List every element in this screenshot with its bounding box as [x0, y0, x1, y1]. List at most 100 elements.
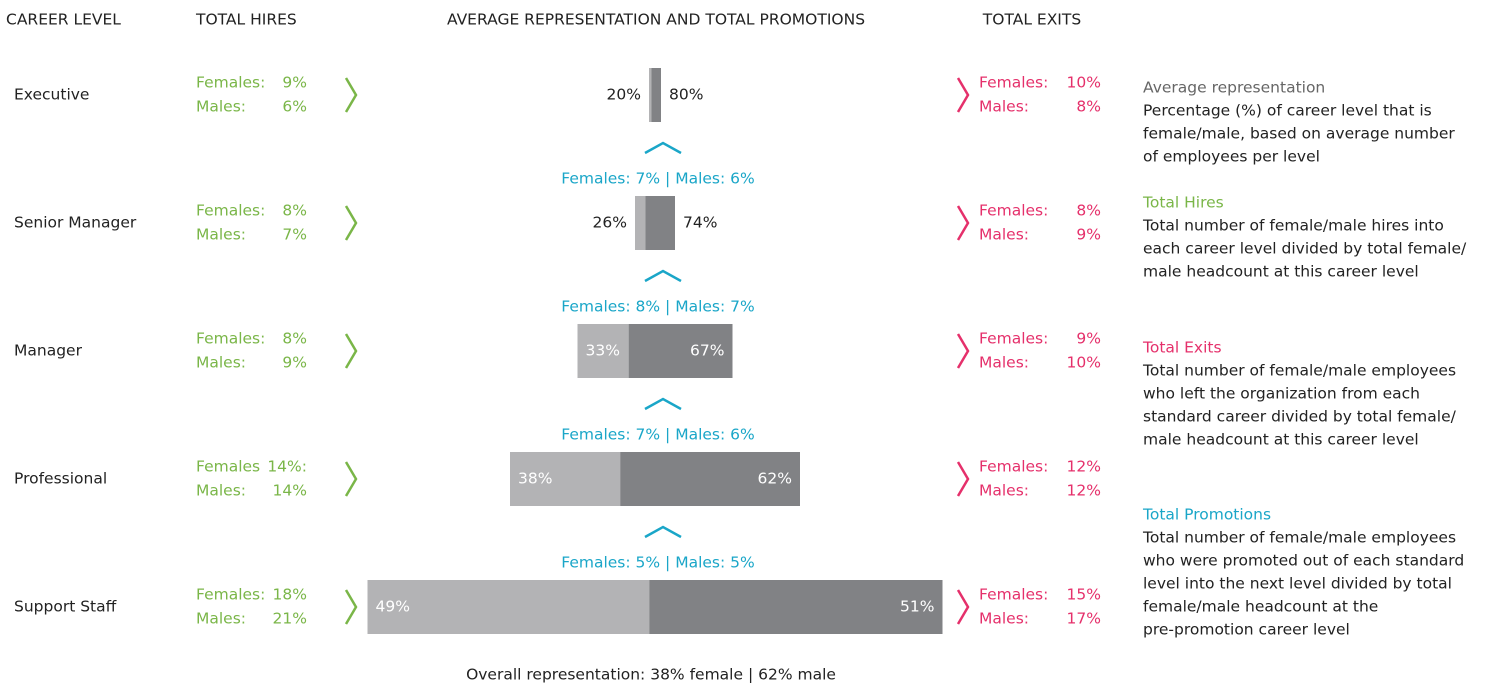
hires-chevron — [344, 333, 358, 369]
legend-text: level into the next level divided by tot… — [1143, 575, 1452, 593]
level-name: Executive — [14, 86, 89, 104]
legend-text: Total number of female/male employees — [1142, 362, 1456, 380]
female-bar — [635, 196, 646, 250]
header: AVERAGE REPRESENTATION AND TOTAL PROMOTI… — [447, 11, 865, 29]
hires-label: Males: — [196, 226, 246, 244]
promotion-label: Females: 8% | Males: 7% — [561, 298, 754, 316]
male-label: 62% — [758, 470, 792, 488]
exits-chevron — [956, 589, 970, 625]
level-name: Senior Manager — [14, 214, 137, 232]
exits-value: 12% — [1067, 458, 1101, 476]
female-bar — [510, 452, 621, 506]
hires-label: Males: — [196, 610, 246, 628]
male-label: 51% — [900, 598, 934, 616]
exits-value: 15% — [1067, 586, 1101, 604]
female-label: 26% — [593, 214, 627, 232]
header: CAREER LEVEL — [6, 11, 121, 29]
hires-value: 6% — [282, 98, 307, 116]
hires-label: Females: — [196, 74, 265, 92]
level-name: Manager — [14, 342, 83, 360]
male-bar — [649, 580, 943, 634]
exits-value: 17% — [1067, 610, 1101, 628]
legend-title: Average representation — [1143, 79, 1325, 97]
legend-text: male headcount at this career level — [1143, 263, 1419, 281]
promotion-chevron — [644, 269, 682, 283]
hires-label: Males: — [196, 98, 246, 116]
legend-text: male headcount at this career level — [1143, 431, 1419, 449]
hires-value: 18% — [273, 586, 307, 604]
exits-chevron — [956, 461, 970, 497]
hires-value: 9% — [282, 74, 307, 92]
legend-text: Total number of female/male employees — [1142, 529, 1456, 547]
promotion-label: Females: 7% | Males: 6% — [561, 426, 754, 444]
exits-label: Females: — [979, 458, 1048, 476]
exits-label: Males: — [979, 354, 1029, 372]
female-bar — [649, 68, 652, 122]
male-bar — [620, 452, 800, 506]
female-bar — [577, 324, 629, 378]
exits-value: 8% — [1076, 98, 1101, 116]
legend-text: Percentage (%) of career level that is — [1143, 102, 1432, 120]
hires-label: Females: — [196, 202, 265, 220]
exits-value: 9% — [1076, 226, 1101, 244]
promotion-label: Females: 5% | Males: 5% — [561, 554, 754, 572]
male-bar — [645, 196, 675, 250]
promotion-chevron — [644, 397, 682, 411]
hires-label: Males: — [196, 482, 246, 500]
hires-value: 14% — [273, 482, 307, 500]
exits-label: Females: — [979, 74, 1048, 92]
male-bar — [651, 68, 661, 122]
legend-text: Total number of female/male hires into — [1142, 217, 1444, 235]
hires-value: 14%: — [267, 458, 307, 476]
legend-text: who left the organization from each — [1143, 385, 1420, 403]
exits-value: 10% — [1067, 354, 1101, 372]
female-label: 33% — [586, 342, 620, 360]
legend-text: each career level divided by total femal… — [1143, 240, 1467, 258]
exits-chevron — [956, 333, 970, 369]
exits-value: 12% — [1067, 482, 1101, 500]
footer: Overall representation: 38% female | 62%… — [466, 666, 836, 683]
female-label: 20% — [607, 86, 641, 104]
header: TOTAL EXITS — [982, 11, 1081, 29]
hires-chevron — [344, 205, 358, 241]
hires-chevron — [344, 77, 358, 113]
hires-label: Females — [196, 458, 260, 476]
legend-text: who were promoted out of each standard — [1143, 552, 1464, 570]
legend-text: standard career divided by total female/ — [1143, 408, 1457, 426]
hires-label: Females: — [196, 586, 265, 604]
legend-title: Total Exits — [1142, 339, 1222, 357]
legend-title: Total Promotions — [1142, 506, 1271, 524]
exits-value: 10% — [1067, 74, 1101, 92]
legend-text: female/male, based on average number — [1143, 125, 1455, 143]
exits-value: 8% — [1076, 202, 1101, 220]
exits-label: Males: — [979, 610, 1029, 628]
exits-label: Females: — [979, 330, 1048, 348]
exits-label: Females: — [979, 202, 1048, 220]
male-label: 80% — [669, 86, 703, 104]
promotion-chevron — [644, 141, 682, 155]
legend-title: Total Hires — [1142, 194, 1224, 212]
hires-label: Females: — [196, 330, 265, 348]
exits-label: Males: — [979, 98, 1029, 116]
hires-value: 8% — [282, 330, 307, 348]
hires-value: 7% — [282, 226, 307, 244]
exits-label: Males: — [979, 226, 1029, 244]
male-label: 74% — [683, 214, 717, 232]
exits-chevron — [956, 205, 970, 241]
header: TOTAL HIRES — [195, 11, 297, 29]
promotion-chevron — [644, 525, 682, 539]
male-bar — [628, 324, 733, 378]
exits-chevron — [956, 77, 970, 113]
hires-value: 21% — [273, 610, 307, 628]
female-label: 38% — [518, 470, 552, 488]
legend-text: pre-promotion career level — [1143, 621, 1350, 639]
hires-chevron — [344, 589, 358, 625]
promotion-label: Females: 7% | Males: 6% — [561, 170, 754, 188]
legend-text: of employees per level — [1143, 148, 1320, 166]
male-label: 67% — [690, 342, 724, 360]
female-bar — [367, 580, 650, 634]
hires-chevron — [344, 461, 358, 497]
exits-label: Females: — [979, 586, 1048, 604]
exits-label: Males: — [979, 482, 1029, 500]
